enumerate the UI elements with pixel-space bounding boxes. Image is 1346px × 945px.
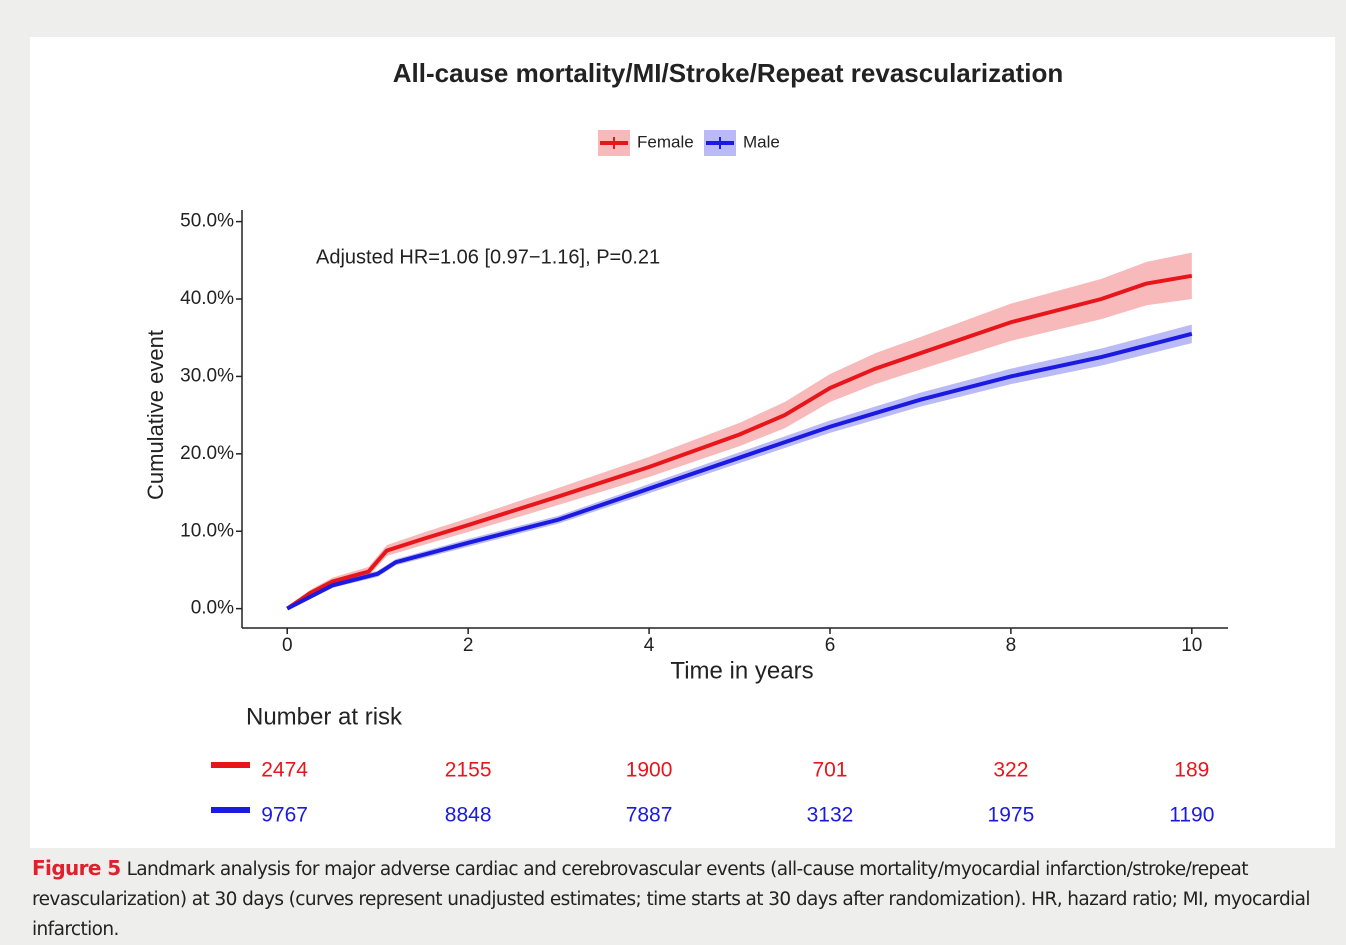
chart: All-cause mortality/MI/Stroke/Repeat rev…: [30, 37, 1335, 848]
x-tick-label: 0: [282, 635, 293, 656]
survival-line: [286, 331, 1193, 611]
risk-count: 3132: [807, 804, 854, 827]
y-tick-label: 30.0%: [180, 365, 234, 386]
confidence-band: [287, 252, 1192, 609]
risk-count: 189: [1174, 759, 1209, 782]
x-tick-label: 8: [1006, 635, 1017, 656]
x-tick-label: 4: [644, 635, 655, 656]
y-tick-label: 40.0%: [180, 288, 234, 309]
y-axis-label: Cumulative event: [143, 330, 168, 500]
confidence-band: [287, 324, 1192, 609]
risk-count: 322: [993, 759, 1028, 782]
panel: [30, 37, 1335, 848]
risk-count: 9767: [261, 804, 308, 827]
caption-text: Landmark analysis for major adverse card…: [32, 859, 1311, 940]
caption-label: Figure 5: [32, 856, 121, 880]
x-tick-label: 6: [825, 635, 836, 656]
annotation: Adjusted HR=1.06 [0.97−1.16], P=0.21: [316, 246, 660, 268]
x-tick-label: 2: [463, 635, 474, 656]
risk-count: 7887: [626, 804, 673, 827]
survival-line: [286, 273, 1193, 611]
legend-label: Male: [743, 132, 780, 151]
x-axis-label: Time in years: [670, 657, 813, 684]
risk-count: 1975: [988, 804, 1035, 827]
y-tick-label: 50.0%: [180, 211, 234, 232]
risk-count: 701: [812, 759, 847, 782]
risk-count: 1190: [1169, 804, 1214, 827]
risk-count: 1900: [626, 759, 673, 782]
risk-count: 2155: [445, 759, 492, 782]
y-tick-label: 20.0%: [180, 443, 234, 464]
risk-table-title: Number at risk: [246, 703, 403, 730]
risk-count: 8848: [445, 804, 492, 827]
caption: Figure 5 Landmark analysis for major adve…: [32, 853, 1322, 945]
risk-count: 2474: [261, 759, 308, 782]
chart-title: All-cause mortality/MI/Stroke/Repeat rev…: [393, 58, 1063, 88]
y-tick-label: 0.0%: [191, 598, 234, 619]
legend-label: Female: [637, 132, 694, 151]
y-tick-label: 10.0%: [180, 520, 234, 541]
x-tick-label: 10: [1181, 635, 1202, 656]
